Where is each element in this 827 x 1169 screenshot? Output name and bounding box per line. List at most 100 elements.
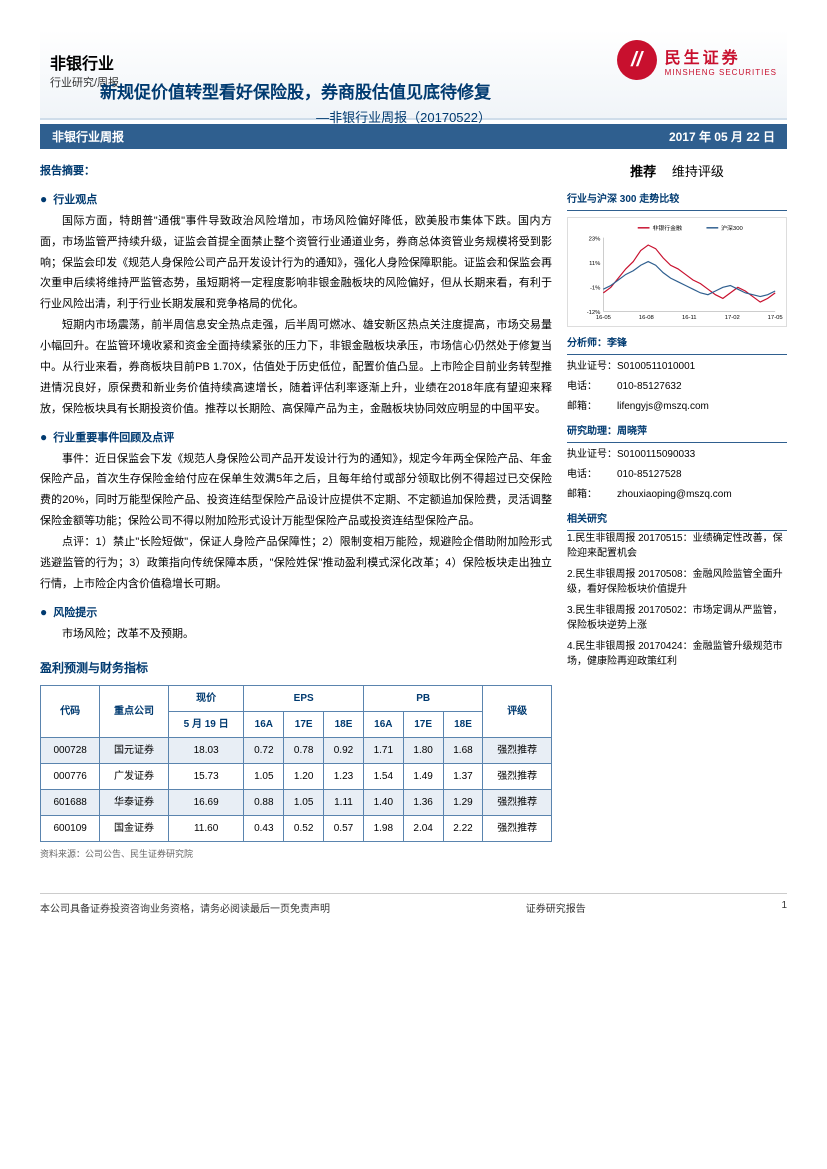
table-cell: 1.20	[284, 764, 324, 790]
svg-text:非银行金融: 非银行金融	[652, 224, 682, 232]
main-title: 新规促价值转型看好保险股，券商股估值见底待修复	[100, 78, 491, 103]
table-cell: 000728	[41, 738, 100, 764]
table-header: 现价	[168, 686, 244, 712]
related-item: 2.民生非银周报 20170508：金融风险监管全面升级，看好保险板块价值提升	[567, 567, 787, 597]
table-row: 000776广发证券15.731.051.201.231.541.491.37强…	[41, 764, 552, 790]
report-header: 非银行业 行业研究/周报 // 民生证券 MINSHENG SECURITIES…	[40, 30, 787, 120]
svg-text:沪深300: 沪深300	[721, 224, 743, 232]
table-header: 重点公司	[100, 686, 169, 738]
page-footer: 本公司具备证券投资咨询业务资格，请务必阅读最后一页免责声明 证券研究报告 1	[40, 893, 787, 915]
table-cell: 18.03	[168, 738, 244, 764]
section-head: ●风险提示	[40, 601, 552, 624]
paragraph: 短期内市场震荡，前半周信息安全热点走强，后半周可燃冰、雄安新区热点关注度提高，市…	[40, 315, 552, 419]
table-subheader: 18E	[443, 712, 483, 738]
analyst-info: 邮箱：zhouxiaoping@mszq.com	[567, 486, 787, 503]
table-header: PB	[363, 686, 482, 712]
table-subheader: 16A	[244, 712, 284, 738]
table-cell: 1.05	[244, 764, 284, 790]
table-cell: 0.78	[284, 738, 324, 764]
table-cell: 强烈推荐	[483, 816, 552, 842]
analyst-info: 电话：010-85127632	[567, 378, 787, 395]
analyst-info: 电话：010-85127528	[567, 466, 787, 483]
table-cell: 国金证券	[100, 816, 169, 842]
table-subheader: 18E	[324, 712, 364, 738]
table-cell: 16.69	[168, 790, 244, 816]
table-cell: 0.88	[244, 790, 284, 816]
table-header: EPS	[244, 686, 363, 712]
table-row: 000728国元证券18.030.720.780.921.711.801.68强…	[41, 738, 552, 764]
table-header: 评级	[483, 686, 552, 738]
table-cell: 强烈推荐	[483, 790, 552, 816]
summary-label: 报告摘要：	[40, 161, 552, 182]
svg-text:-1%: -1%	[590, 286, 601, 292]
analyst-name: 研究助理：周晓萍	[567, 423, 787, 443]
bar-left: 非银行业周报	[52, 128, 124, 145]
sub-title: —非银行业周报（20170522）	[100, 107, 491, 126]
date-bar: 非银行业周报 2017 年 05 月 22 日	[40, 124, 787, 149]
table-cell: 2.04	[403, 816, 443, 842]
sector-title: 非银行业	[50, 50, 119, 74]
table-cell: 1.49	[403, 764, 443, 790]
table-cell: 1.54	[363, 764, 403, 790]
table-cell: 0.92	[324, 738, 364, 764]
table-cell: 0.52	[284, 816, 324, 842]
paragraph: 市场风险；改革不及预期。	[40, 624, 552, 645]
logo-text-en: MINSHENG SECURITIES	[665, 68, 777, 77]
footer-type: 证券研究报告	[526, 900, 586, 915]
svg-text:16-11: 16-11	[682, 315, 697, 321]
svg-text:16-08: 16-08	[639, 315, 655, 321]
table-cell: 600109	[41, 816, 100, 842]
table-cell: 0.72	[244, 738, 284, 764]
table-cell: 国元证券	[100, 738, 169, 764]
rec-status: 维持评级	[672, 164, 724, 179]
related-item: 4.民生非银周报 20170424：金融监管升级规范市场，健康险再迎政策红利	[567, 639, 787, 669]
table-cell: 1.71	[363, 738, 403, 764]
page-number: 1	[781, 900, 787, 915]
right-column: 推荐 维持评级 行业与沪深 300 走势比较 -12%-1%11%23%16-0…	[567, 157, 787, 863]
related-item: 1.民生非银周报 20170515：业绩确定性改善，保险迎来配置机会	[567, 531, 787, 561]
svg-text:16-05: 16-05	[596, 315, 612, 321]
title-block: 新规促价值转型看好保险股，券商股估值见底待修复 —非银行业周报（20170522…	[100, 78, 491, 126]
table-subheader: 16A	[363, 712, 403, 738]
table-header: 代码	[41, 686, 100, 738]
table-cell: 601688	[41, 790, 100, 816]
table-cell: 强烈推荐	[483, 764, 552, 790]
table-cell: 1.37	[443, 764, 483, 790]
analyst-info: 执业证号：S0100511010001	[567, 358, 787, 375]
analyst-name: 分析师：李锋	[567, 335, 787, 355]
table-cell: 0.43	[244, 816, 284, 842]
footer-disclaimer: 本公司具备证券投资咨询业务资格，请务必阅读最后一页免责声明	[40, 900, 330, 915]
analyst-info: 邮箱：lifengyjs@mszq.com	[567, 398, 787, 415]
financial-table: 代码重点公司现价EPSPB评级5 月 19 日16A17E18E16A17E18…	[40, 685, 552, 842]
logo: // 民生证券 MINSHENG SECURITIES	[617, 40, 777, 80]
table-cell: 1.05	[284, 790, 324, 816]
svg-text:11%: 11%	[589, 261, 601, 267]
rec-label: 推荐	[630, 164, 656, 179]
table-cell: 1.98	[363, 816, 403, 842]
paragraph: 事件：近日保监会下发《规范人身保险公司产品开发设计行为的通知》，规定今年两全保险…	[40, 449, 552, 533]
table-source: 资料来源：公司公告、民生证券研究院	[40, 846, 552, 863]
related-title: 相关研究	[567, 511, 787, 531]
table-cell: 1.68	[443, 738, 483, 764]
table-subheader: 5 月 19 日	[168, 712, 244, 738]
table-cell: 15.73	[168, 764, 244, 790]
svg-text:23%: 23%	[589, 237, 602, 243]
bar-right: 2017 年 05 月 22 日	[669, 128, 775, 145]
table-cell: 广发证券	[100, 764, 169, 790]
table-subheader: 17E	[284, 712, 324, 738]
table-subheader: 17E	[403, 712, 443, 738]
paragraph: 国际方面，特朗普"通俄"事件导致政治风险增加，市场风险偏好降低，欧美股市集体下跌…	[40, 211, 552, 315]
svg-text:17-05: 17-05	[768, 315, 784, 321]
section-head: ●行业重要事件回顾及点评	[40, 426, 552, 449]
table-row: 601688华泰证券16.690.881.051.111.401.361.29强…	[41, 790, 552, 816]
table-cell: 000776	[41, 764, 100, 790]
comparison-chart: -12%-1%11%23%16-0516-0816-1117-0217-05非银…	[567, 217, 787, 327]
section-head: ●行业观点	[40, 188, 552, 211]
related-list: 1.民生非银周报 20170515：业绩确定性改善，保险迎来配置机会 2.民生非银…	[567, 531, 787, 669]
table-cell: 1.36	[403, 790, 443, 816]
table-cell: 1.29	[443, 790, 483, 816]
table-cell: 11.60	[168, 816, 244, 842]
table-cell: 1.40	[363, 790, 403, 816]
table-cell: 1.11	[324, 790, 364, 816]
related-item: 3.民生非银周报 20170502：市场定调从严监管，保险板块逆势上涨	[567, 603, 787, 633]
